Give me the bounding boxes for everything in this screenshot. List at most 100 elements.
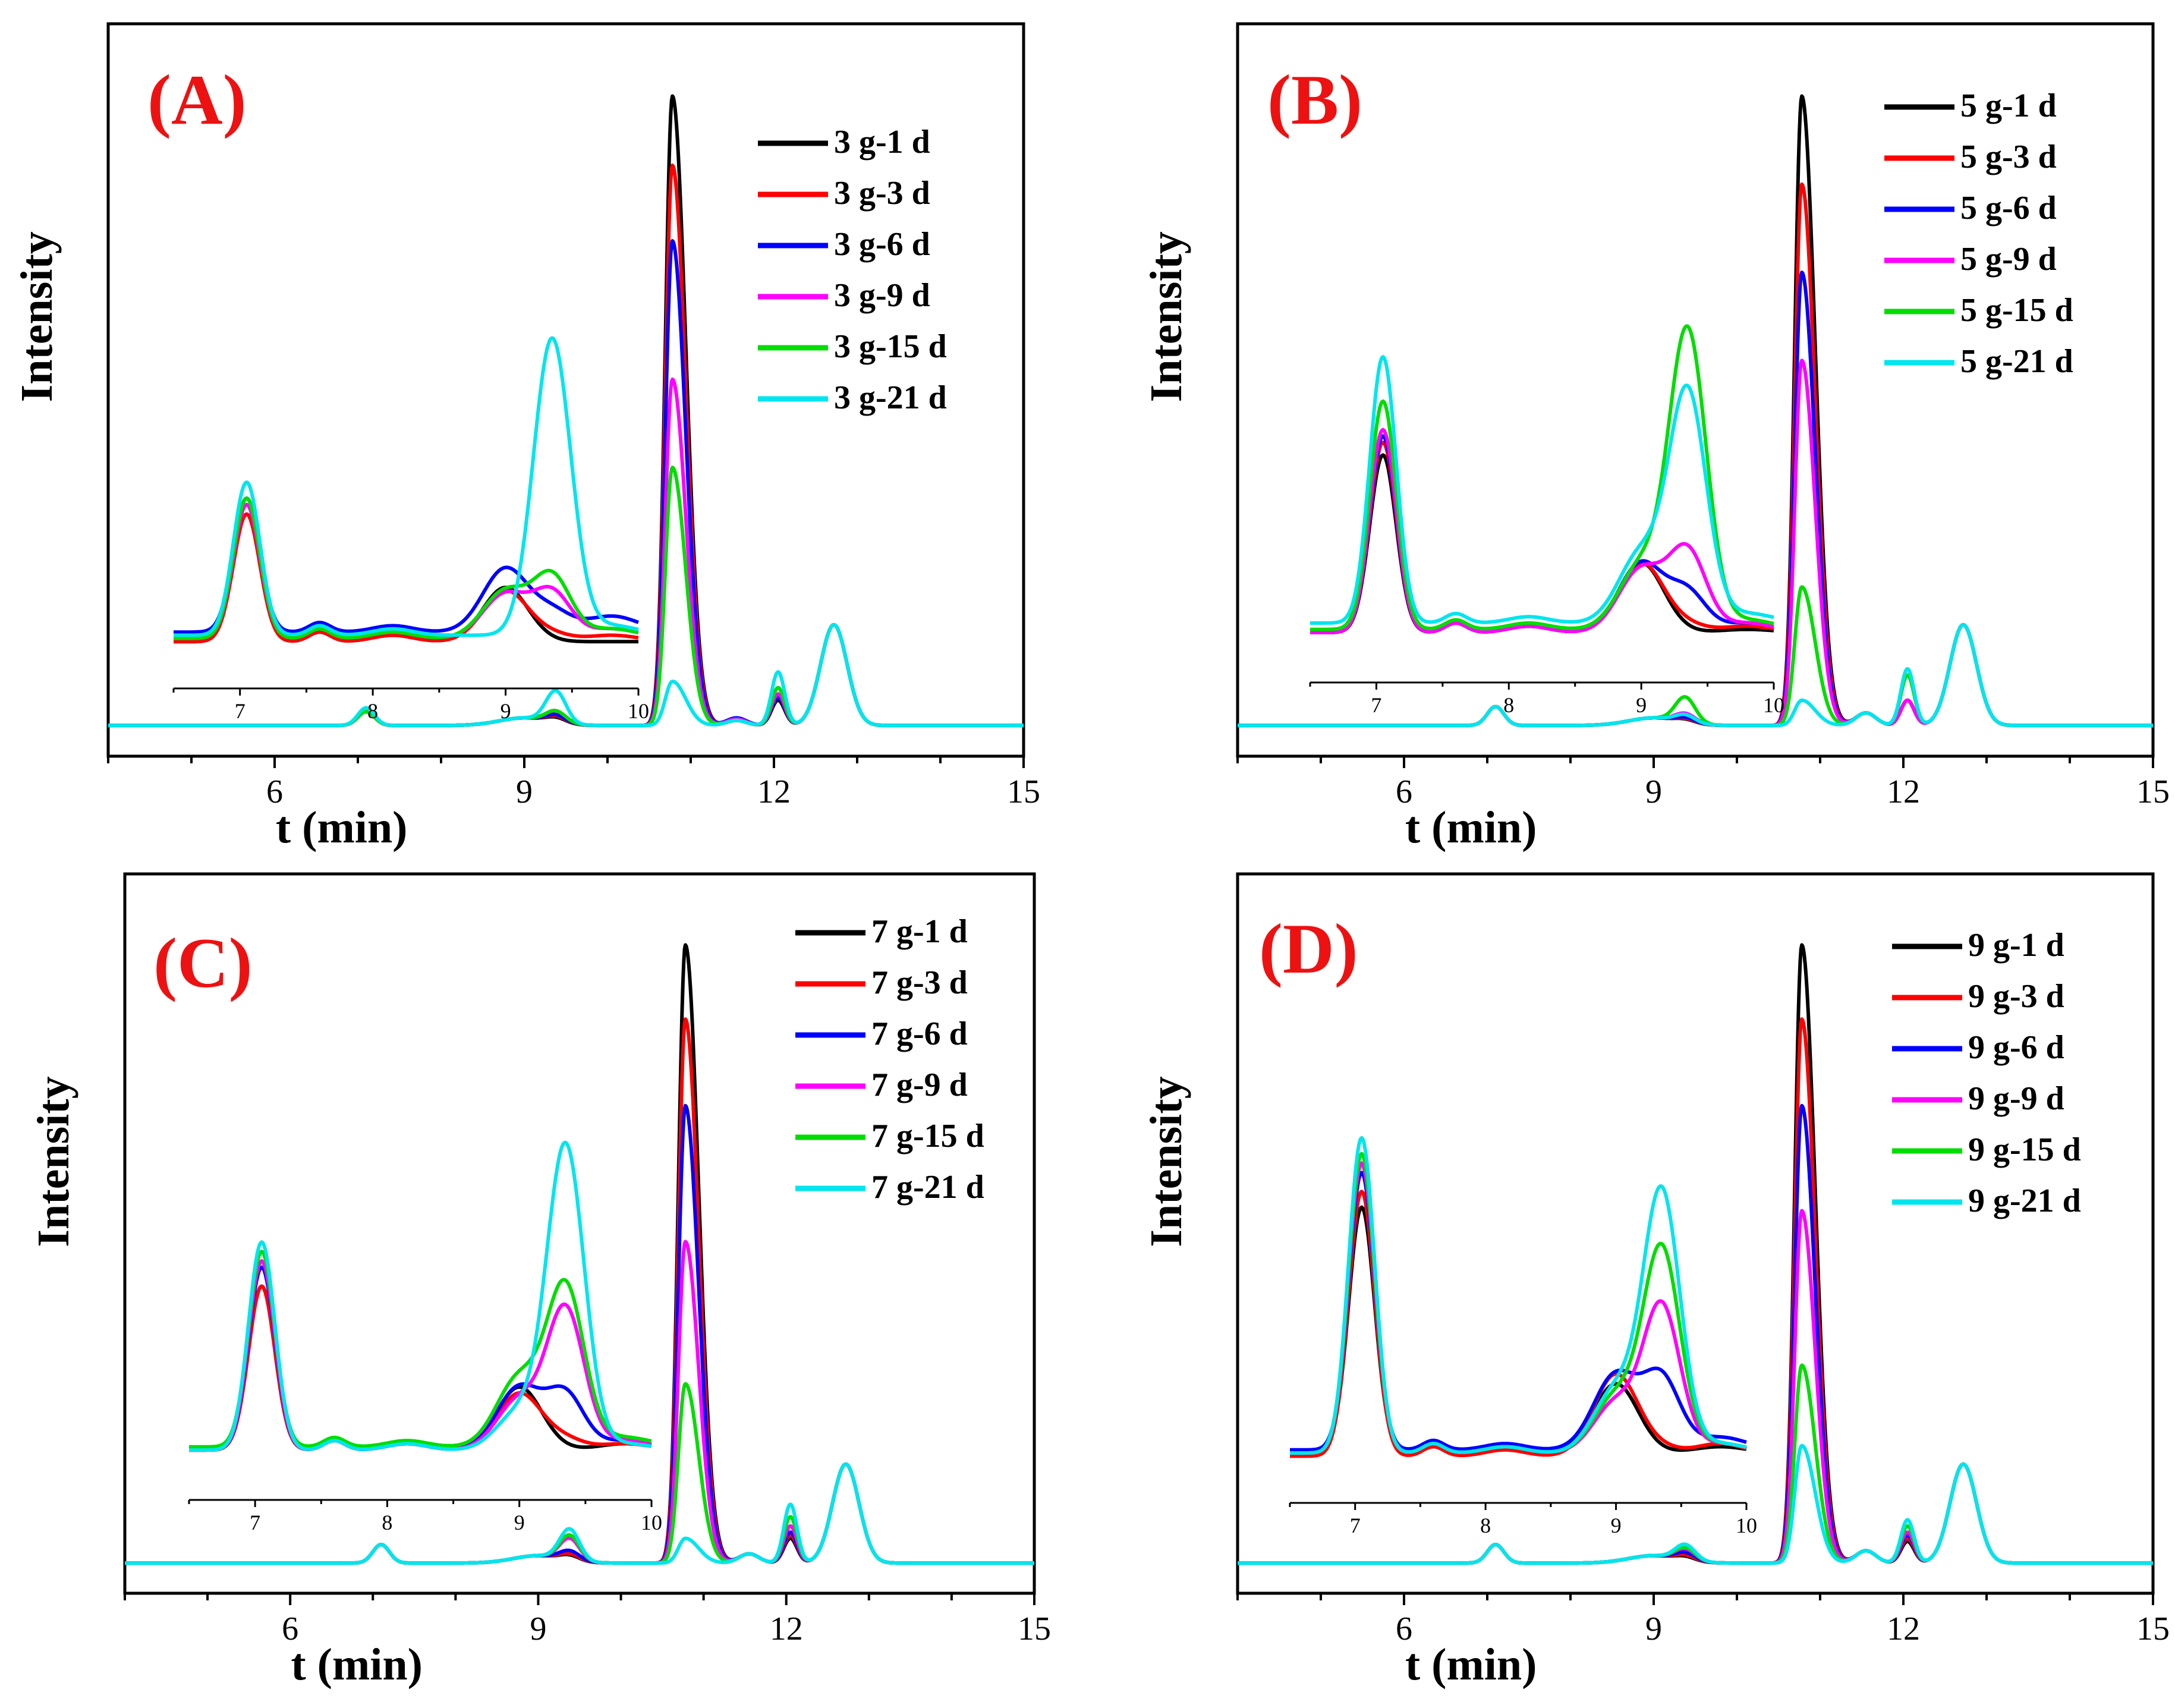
x-axis-title: t (min) bbox=[1405, 803, 1537, 853]
inset-chart: 7 8 9 10 bbox=[1289, 1136, 1757, 1537]
legend-label: 9 g-1 d bbox=[1968, 927, 2064, 964]
inset-series-line bbox=[1310, 427, 1774, 634]
x-tick-label: 15 bbox=[2136, 1611, 2170, 1647]
inset-series-line bbox=[1289, 1136, 1747, 1455]
x-tick-label: 12 bbox=[1887, 1611, 1920, 1647]
panel-label: (A) bbox=[147, 60, 247, 139]
x-tick-label: 9 bbox=[1645, 1611, 1662, 1647]
series-line bbox=[1236, 622, 2154, 728]
inset-tick-label: 10 bbox=[628, 699, 649, 723]
inset-tick-label: 7 bbox=[1350, 1514, 1361, 1537]
panel-label: (C) bbox=[153, 923, 253, 1002]
inset-series-line bbox=[188, 1140, 652, 1452]
inset-tick-label: 8 bbox=[382, 1511, 392, 1534]
legend-label: 9 g-9 d bbox=[1968, 1080, 2064, 1117]
panel-label: (B) bbox=[1267, 60, 1362, 139]
plot-frame bbox=[106, 22, 1025, 758]
series-line bbox=[1236, 1103, 2154, 1565]
y-axis-title: Intensity bbox=[12, 231, 62, 402]
x-axis-title: t (min) bbox=[291, 1640, 423, 1690]
x-tick-label: 12 bbox=[757, 773, 791, 810]
series-line bbox=[107, 622, 1025, 728]
legend-label: 7 g-15 d bbox=[871, 1118, 984, 1155]
legend-label: 7 g-6 d bbox=[871, 1015, 968, 1052]
legend-label: 5 g-3 d bbox=[1960, 139, 2057, 175]
inset-series-line bbox=[1310, 453, 1774, 634]
inset-chart: 7 8 9 10 bbox=[1309, 324, 1784, 717]
x-tick-label: 9 bbox=[530, 1611, 546, 1647]
x-tick-label: 6 bbox=[1396, 1611, 1412, 1647]
legend: 5 g-1 d 5 g-3 d 5 g-6 d 5 g-9 d 5 g-15 d 5 g-… bbox=[1884, 87, 2073, 380]
inset-series-line bbox=[1289, 1205, 1747, 1455]
inset-series-line bbox=[173, 512, 639, 644]
inset-series-line bbox=[1310, 324, 1774, 631]
x-tick-label: 15 bbox=[1007, 773, 1040, 810]
x-tick-label: 15 bbox=[2136, 773, 2170, 810]
y-axis-title: Intensity bbox=[1141, 231, 1191, 402]
inset-series-line bbox=[173, 496, 639, 640]
legend-label: 5 g-21 d bbox=[1960, 343, 2073, 380]
inset-tick-label: 9 bbox=[1636, 693, 1647, 717]
inset-tick-label: 9 bbox=[501, 699, 511, 723]
legend-label: 7 g-1 d bbox=[871, 913, 968, 950]
inset-series-line bbox=[188, 1284, 652, 1452]
legend-label: 7 g-9 d bbox=[871, 1067, 968, 1103]
series-line bbox=[1236, 270, 2154, 728]
x-tick-label: 9 bbox=[516, 773, 533, 810]
y-axis-title: Intensity bbox=[29, 1076, 78, 1247]
inset-tick-label: 7 bbox=[250, 1511, 260, 1534]
legend-label: 3 g-1 d bbox=[834, 124, 930, 161]
x-tick-label: 12 bbox=[770, 1611, 803, 1647]
inset-series-line bbox=[173, 502, 639, 640]
plot-frame bbox=[123, 872, 1036, 1595]
inset-tick-label: 7 bbox=[235, 699, 245, 723]
legend-label: 3 g-3 d bbox=[834, 175, 930, 212]
legend-label: 3 g-6 d bbox=[834, 226, 930, 263]
legend-label: 5 g-1 d bbox=[1960, 87, 2057, 124]
legend-label: 9 g-3 d bbox=[1968, 978, 2064, 1015]
inset-chart: 7 8 9 10 bbox=[188, 1140, 662, 1534]
legend-label: 9 g-15 d bbox=[1968, 1131, 2081, 1168]
legend: 7 g-1 d 7 g-3 d 7 g-6 d 7 g-9 d 7 g-15 d 7 g-… bbox=[795, 913, 984, 1206]
series-line bbox=[107, 378, 1025, 728]
inset-chart: 7 8 9 10 bbox=[172, 336, 649, 723]
y-axis-title: Intensity bbox=[1141, 1076, 1191, 1247]
x-axis-title: t (min) bbox=[1405, 1640, 1537, 1690]
x-tick-label: 6 bbox=[266, 773, 283, 810]
x-axis-title: t (min) bbox=[276, 803, 408, 853]
x-tick-label: 15 bbox=[1018, 1611, 1051, 1647]
legend-label: 5 g-15 d bbox=[1960, 292, 2073, 329]
inset-series-line bbox=[1289, 1190, 1747, 1458]
legend-label: 5 g-9 d bbox=[1960, 241, 2057, 278]
inset-series-line bbox=[1310, 355, 1774, 625]
inset-tick-label: 9 bbox=[1611, 1514, 1622, 1537]
series-line bbox=[124, 1382, 1035, 1565]
inset-tick-label: 10 bbox=[641, 1511, 662, 1534]
inset-tick-label: 7 bbox=[1371, 693, 1381, 717]
plot-frame bbox=[1236, 872, 2155, 1595]
legend-label: 3 g-21 d bbox=[834, 379, 947, 416]
legend-label: 9 g-6 d bbox=[1968, 1029, 2064, 1066]
x-tick-label: 6 bbox=[1396, 773, 1412, 810]
inset-tick-label: 10 bbox=[1736, 1514, 1757, 1537]
legend: 9 g-1 d 9 g-3 d 9 g-6 d 9 g-9 d 9 g-15 d 9 g-… bbox=[1892, 927, 2081, 1219]
series-line bbox=[1236, 1443, 2154, 1565]
legend-label: 3 g-15 d bbox=[834, 328, 947, 365]
plot-frame bbox=[1236, 22, 2155, 758]
legend-label: 5 g-6 d bbox=[1960, 190, 2057, 227]
inset-tick-label: 8 bbox=[367, 699, 378, 723]
x-tick-label: 12 bbox=[1887, 773, 1920, 810]
inset-tick-label: 8 bbox=[1480, 1514, 1491, 1537]
legend: 3 g-1 d 3 g-3 d 3 g-6 d 3 g-9 d 3 g-15 d 3 g-… bbox=[758, 124, 947, 416]
legend-label: 9 g-21 d bbox=[1968, 1182, 2081, 1219]
inset-series-line bbox=[188, 1284, 652, 1452]
panel-label: (D) bbox=[1259, 909, 1358, 988]
legend-label: 3 g-9 d bbox=[834, 277, 930, 314]
legend-label: 7 g-21 d bbox=[871, 1169, 984, 1206]
x-tick-label: 9 bbox=[1645, 773, 1662, 810]
